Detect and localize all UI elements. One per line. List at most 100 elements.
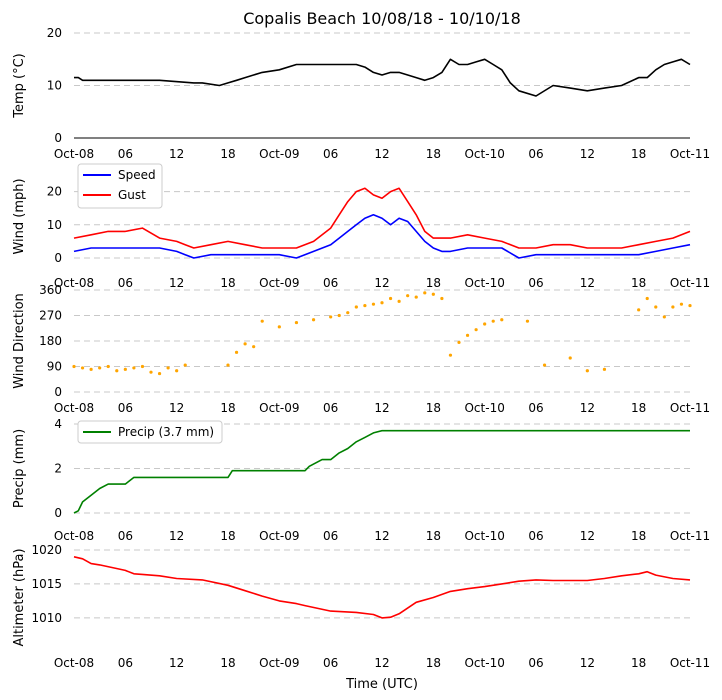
data-point: [645, 296, 649, 301]
legend: Speed Gust: [77, 163, 163, 209]
x-tick-label: Oct-11: [670, 401, 710, 415]
data-point: [542, 363, 547, 367]
data-point: [602, 367, 607, 371]
y-axis-label: Precip (mm): [12, 429, 27, 508]
data-point: [363, 303, 367, 308]
x-tick-label: 06: [528, 656, 543, 670]
x-tick-label: 12: [580, 276, 595, 290]
data-point: [277, 325, 281, 329]
x-tick-label: 18: [631, 529, 646, 543]
data-point: [157, 371, 162, 376]
x-tick-label: 06: [118, 276, 133, 290]
y-tick-label: 1020: [31, 543, 62, 557]
x-tick-label: 06: [118, 529, 133, 543]
x-tick-label: 12: [374, 656, 389, 670]
y-tick-label: 0: [54, 506, 62, 520]
y-axis-label: Temp (°C): [12, 53, 27, 119]
y-tick-label: 2: [54, 462, 62, 476]
x-tick-label: 18: [631, 276, 646, 290]
x-tick-label: 06: [118, 147, 133, 161]
data-point: [585, 369, 589, 373]
x-tick-label: 18: [426, 656, 441, 670]
panel-3: 0 2 4 Oct-08 06 12 18 Oct-09 06 12 18 Oct-10 06 12 18 O…: [12, 417, 710, 543]
x-tick-label: Oct-08: [54, 401, 94, 415]
y-tick-label: 270: [39, 309, 62, 323]
data-point: [149, 370, 153, 374]
data-point: [337, 313, 341, 318]
data-point: [431, 292, 435, 296]
x-tick-label: Oct-10: [464, 529, 504, 543]
legend-label: Gust: [118, 188, 146, 202]
x-tick-label: Oct-11: [670, 656, 710, 670]
x-tick-label: Oct-10: [464, 276, 504, 290]
legend-frame: [77, 420, 223, 444]
series-line-0: [73, 214, 691, 259]
x-tick-label: 12: [580, 656, 595, 670]
x-tick-label: Oct-09: [259, 656, 299, 670]
x-tick-label: 06: [323, 276, 338, 290]
data-point: [380, 301, 384, 305]
x-tick-label: 12: [374, 529, 389, 543]
data-point: [371, 302, 376, 306]
data-point: [115, 369, 119, 373]
y-tick-label: 10: [47, 79, 62, 93]
y-axis-label: Wind (mph): [12, 178, 27, 254]
data-point: [500, 318, 504, 322]
data-point: [406, 294, 410, 298]
data-point: [234, 350, 239, 354]
x-tick-label: 06: [323, 401, 338, 415]
y-tick-label: 0: [54, 131, 62, 145]
data-point: [252, 345, 256, 349]
data-point: [637, 308, 641, 312]
x-tick-label: Oct-08: [54, 529, 94, 543]
data-point: [397, 299, 401, 303]
x-tick-label: Oct-08: [54, 147, 94, 161]
y-tick-label: 180: [39, 334, 62, 348]
data-point: [106, 364, 110, 369]
data-point: [175, 369, 179, 373]
data-point: [423, 291, 427, 295]
x-tick-label: Oct-09: [259, 147, 299, 161]
data-point: [414, 295, 418, 299]
figure-title: Copalis Beach 10/08/18 - 10/10/18: [243, 9, 521, 28]
data-point: [440, 296, 444, 301]
x-tick-label: Oct-08: [54, 656, 94, 670]
data-point: [329, 315, 333, 319]
x-tick-label: 18: [220, 276, 235, 290]
x-tick-label: 06: [528, 529, 543, 543]
data-point: [388, 296, 393, 301]
data-point: [448, 353, 453, 357]
data-point: [688, 303, 692, 308]
x-tick-label: Oct-09: [259, 401, 299, 415]
y-tick-label: 1010: [31, 611, 62, 625]
x-tick-label: 12: [580, 529, 595, 543]
series-line-0: [73, 429, 690, 514]
x-tick-label: Oct-08: [54, 276, 94, 290]
x-tick-label: 12: [169, 529, 184, 543]
data-point: [183, 363, 187, 367]
x-tick-label: Oct-11: [670, 529, 710, 543]
x-tick-label: 18: [426, 276, 441, 290]
data-point: [654, 305, 658, 309]
data-point: [525, 319, 530, 323]
data-point: [474, 328, 478, 332]
x-tick-label: 12: [169, 147, 184, 161]
x-tick-label: Oct-11: [670, 276, 710, 290]
x-tick-label: 06: [118, 401, 133, 415]
y-tick-label: 20: [47, 185, 62, 199]
x-tick-label: Oct-09: [259, 529, 299, 543]
data-point: [166, 366, 170, 370]
series-line-1: [73, 187, 691, 249]
data-point: [671, 305, 675, 309]
x-tick-label: 18: [426, 401, 441, 415]
x-tick-label: 12: [374, 147, 389, 161]
data-point: [465, 333, 470, 337]
data-point: [679, 302, 684, 306]
x-tick-label: Oct-09: [259, 276, 299, 290]
x-tick-label: 18: [220, 401, 235, 415]
figure-xlabel: Time (UTC): [345, 677, 418, 692]
data-point: [140, 364, 145, 369]
x-tick-label: 06: [118, 656, 133, 670]
x-tick-label: 06: [528, 276, 543, 290]
